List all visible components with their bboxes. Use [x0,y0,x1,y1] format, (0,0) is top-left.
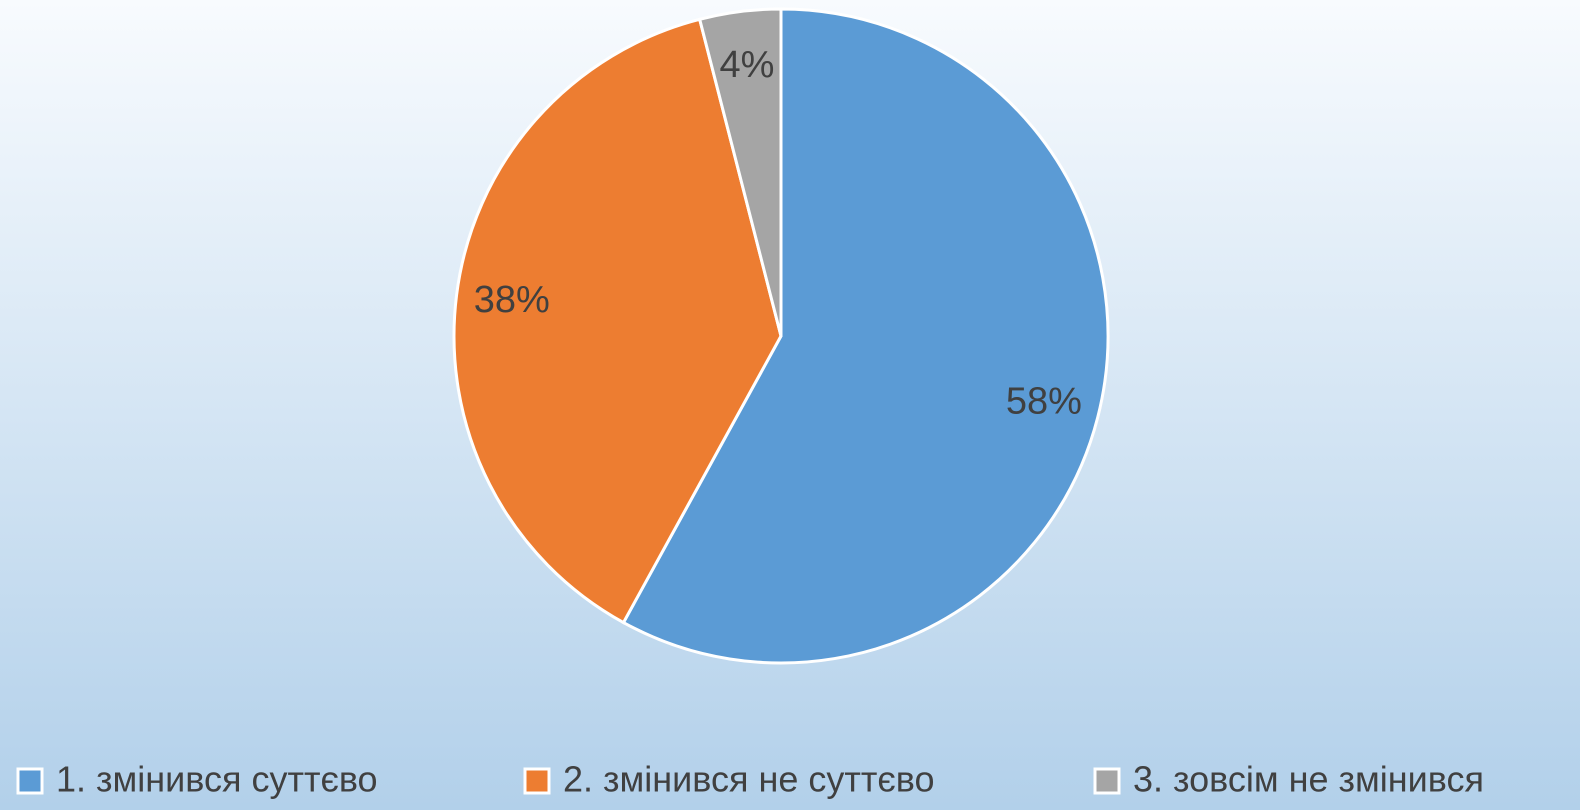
legend-label: 2. змінився не суттєво [563,759,934,800]
legend-label: 1. змінився суттєво [56,759,378,800]
legend-swatch [523,767,551,795]
pie-slice [697,7,783,337]
legend-swatch [16,767,44,795]
legend-swatch [1093,767,1121,795]
data-label: 58% [1006,381,1082,423]
pie-slice [621,7,1110,665]
legend-label: 3. зовсім не змінився [1133,759,1484,800]
pie-slice [452,17,783,625]
data-label: 38% [474,279,550,321]
data-label: 4% [720,44,775,86]
